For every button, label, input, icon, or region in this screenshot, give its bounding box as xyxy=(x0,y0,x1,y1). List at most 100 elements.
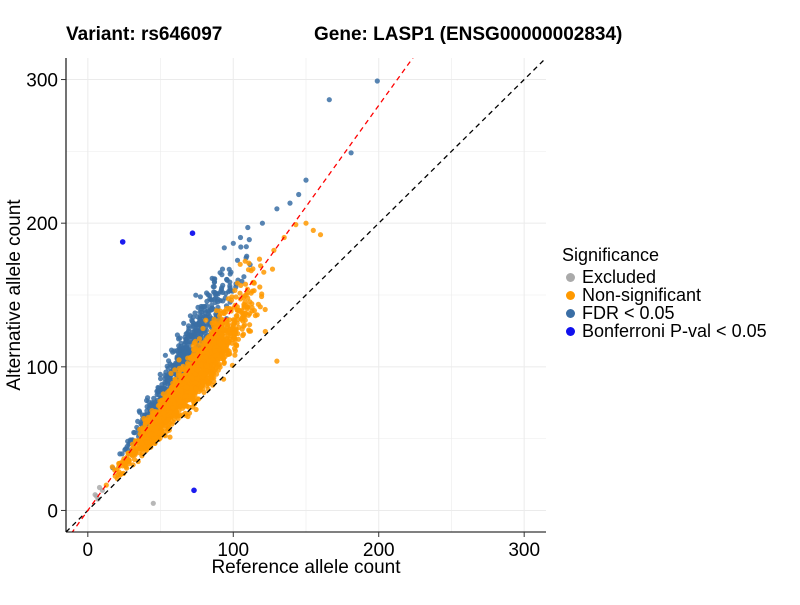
fdr-point xyxy=(219,285,225,291)
fdr-point xyxy=(135,418,141,424)
non-significant-point xyxy=(214,352,220,358)
fdr-point xyxy=(186,323,192,329)
non-significant-point xyxy=(157,418,163,424)
non-significant-point xyxy=(211,316,217,322)
non-significant-point xyxy=(139,440,145,446)
non-significant-point xyxy=(200,379,206,385)
bonferroni-point xyxy=(189,230,196,236)
non-significant-point xyxy=(132,438,139,444)
y-tick-label: 0 xyxy=(47,501,58,522)
non-significant-point xyxy=(198,370,204,376)
fdr-point xyxy=(184,344,190,350)
non-significant-point xyxy=(221,360,227,366)
non-significant-point xyxy=(139,453,145,459)
non-significant-point xyxy=(170,397,176,403)
x-tick-label: 0 xyxy=(83,540,94,561)
non-significant-point xyxy=(121,460,127,466)
fdr-point xyxy=(238,244,244,250)
non-significant-point xyxy=(177,412,183,418)
non-significant-point xyxy=(215,367,221,373)
fdr-point xyxy=(234,257,241,263)
legend-swatch-bonferroni xyxy=(566,326,575,336)
non-significant-point xyxy=(170,419,176,425)
fdr-point xyxy=(185,339,191,345)
legend-swatch-non-significant xyxy=(566,290,575,300)
non-significant-point xyxy=(251,280,257,286)
fdr-point xyxy=(296,191,302,198)
fdr-point xyxy=(144,397,150,404)
fdr-point xyxy=(158,376,164,382)
non-significant-point xyxy=(184,384,190,391)
non-significant-point xyxy=(167,434,173,440)
non-significant-point xyxy=(252,313,258,319)
x-tick-label: 200 xyxy=(363,540,395,561)
non-significant-point xyxy=(229,294,235,300)
y-tick-label: 100 xyxy=(26,358,58,379)
non-significant-point xyxy=(237,290,243,296)
fdr-point xyxy=(274,206,280,212)
fdr-point xyxy=(210,284,216,290)
non-significant-point xyxy=(130,449,136,455)
non-significant-point xyxy=(234,307,240,313)
non-significant-point xyxy=(183,393,189,399)
non-significant-point xyxy=(172,376,178,382)
non-significant-point xyxy=(141,434,147,441)
fdr-point xyxy=(287,200,293,206)
y-axis-label: Alternative allele count xyxy=(4,199,25,391)
non-significant-point xyxy=(176,357,182,363)
non-significant-point xyxy=(200,325,206,332)
non-significant-point xyxy=(185,355,191,361)
non-significant-point xyxy=(242,281,249,287)
x-tick-label: 100 xyxy=(217,540,249,561)
fdr-point xyxy=(184,330,190,336)
legend-label-fdr: FDR < 0.05 xyxy=(582,302,675,323)
non-significant-point xyxy=(129,453,135,459)
non-significant-point xyxy=(198,361,204,368)
non-significant-point xyxy=(174,389,180,395)
non-significant-point xyxy=(165,402,171,408)
fdr-point xyxy=(173,360,179,366)
fdr-point xyxy=(237,234,244,241)
fdr-point xyxy=(154,392,160,398)
fdr-point xyxy=(245,224,251,231)
non-significant-point xyxy=(184,377,191,383)
fdr-point xyxy=(165,381,171,387)
non-significant-point xyxy=(257,304,263,310)
fdr-point xyxy=(193,292,199,298)
legend-swatch-fdr xyxy=(566,308,575,318)
non-significant-point xyxy=(181,400,187,406)
legend-item-non-significant: Non-significant xyxy=(562,285,767,305)
fdr-point xyxy=(194,314,200,320)
fdr-point xyxy=(193,327,199,333)
non-significant-point xyxy=(170,405,176,411)
fdr-point xyxy=(192,310,198,316)
fdr-point xyxy=(215,299,221,305)
non-significant-point xyxy=(138,445,144,451)
non-significant-point xyxy=(219,333,225,340)
x-tick-label: 300 xyxy=(508,540,540,561)
non-significant-point xyxy=(247,299,253,305)
non-significant-point xyxy=(163,419,170,425)
fdr-point xyxy=(218,289,224,295)
non-significant-point xyxy=(188,385,194,391)
fdr-point xyxy=(221,245,227,251)
fdr-point xyxy=(181,320,187,326)
legend-title: Significance xyxy=(562,245,660,265)
fdr-point xyxy=(153,399,159,405)
points-layer xyxy=(66,58,546,532)
non-significant-point xyxy=(217,313,223,319)
non-significant-point xyxy=(237,261,243,267)
non-significant-point xyxy=(303,220,309,226)
fdr-point xyxy=(204,298,210,304)
fdr-point xyxy=(230,240,236,246)
excluded-point xyxy=(150,500,156,506)
fdr-point xyxy=(178,340,184,346)
non-significant-point xyxy=(168,370,174,376)
non-significant-point xyxy=(171,411,177,417)
non-significant-point xyxy=(159,397,165,403)
non-significant-point xyxy=(206,380,212,386)
fdr-point xyxy=(199,321,205,327)
non-significant-point xyxy=(221,326,227,332)
non-significant-point xyxy=(310,227,316,233)
